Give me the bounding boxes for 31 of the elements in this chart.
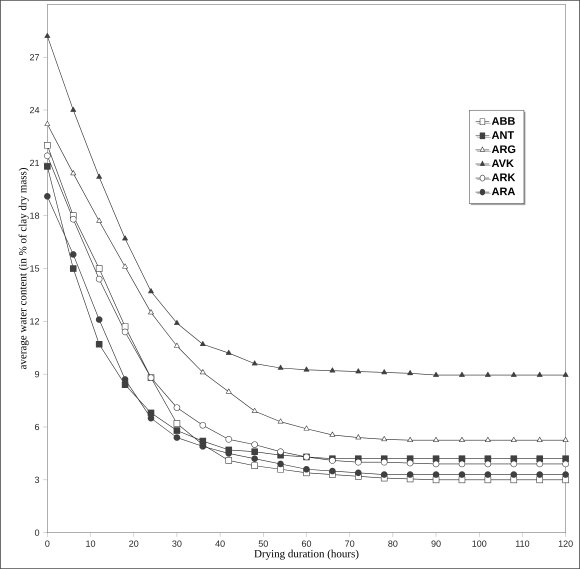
x-tick-label: 70: [345, 540, 354, 547]
x-tick-label: 100: [472, 540, 486, 547]
y-tick-label: 24: [30, 106, 40, 114]
x-tick-label: 10: [86, 540, 96, 547]
legend-label: AVK: [492, 160, 514, 168]
y-tick-label: 6: [35, 424, 40, 430]
legend-label: ANT: [492, 131, 514, 139]
x-tick-label: 120: [558, 540, 573, 547]
x-tick-label: 90: [431, 540, 441, 547]
x-tick-label: 40: [215, 540, 225, 547]
y-tick-label: 3: [34, 476, 40, 484]
y-tick-label: 21: [30, 160, 40, 166]
y-tick-label: 0: [34, 529, 40, 536]
x-axis-title: Drying duration (hours): [254, 550, 358, 560]
y-tick-label: 18: [30, 212, 40, 219]
y-tick-label: 15: [30, 265, 40, 272]
legend-label: ARG: [492, 145, 516, 154]
legend-label: ABB: [492, 117, 515, 125]
legend-label: ARA: [492, 188, 516, 196]
x-tick-label: 30: [172, 540, 182, 547]
y-tick-label: 9: [34, 370, 40, 378]
legend-label: ARK: [492, 174, 516, 182]
x-tick-label: 20: [129, 540, 138, 547]
x-tick-label: 110: [516, 540, 530, 547]
x-tick-label: 80: [388, 540, 398, 547]
x-tick-label: 50: [258, 540, 268, 547]
x-tick-label: 60: [302, 540, 312, 547]
y-tick-label: 12: [30, 318, 40, 324]
x-tick-label: 0: [45, 540, 50, 547]
y-axis-title: average water content (in % of clay dry mass): [18, 168, 29, 370]
y-tick-label: 27: [30, 54, 40, 60]
